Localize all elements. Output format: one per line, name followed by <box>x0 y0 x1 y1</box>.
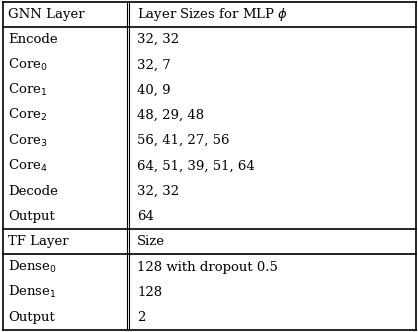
Text: 48, 29, 48: 48, 29, 48 <box>137 109 204 122</box>
Text: TF Layer: TF Layer <box>8 235 69 248</box>
Text: 32, 32: 32, 32 <box>137 33 179 46</box>
Text: 128 with dropout 0.5: 128 with dropout 0.5 <box>137 261 278 274</box>
Text: Core$_3$: Core$_3$ <box>8 133 48 149</box>
Text: 56, 41, 27, 56: 56, 41, 27, 56 <box>137 134 229 147</box>
Text: 128: 128 <box>137 286 162 299</box>
Text: Core$_4$: Core$_4$ <box>8 158 48 174</box>
Text: 32, 32: 32, 32 <box>137 185 179 198</box>
Text: 64, 51, 39, 51, 64: 64, 51, 39, 51, 64 <box>137 159 255 173</box>
Text: 40, 9: 40, 9 <box>137 84 171 97</box>
Text: Output: Output <box>8 311 55 324</box>
Text: Core$_0$: Core$_0$ <box>8 57 48 73</box>
Text: GNN Layer: GNN Layer <box>8 8 85 21</box>
Text: Decode: Decode <box>8 185 58 198</box>
Text: Core$_2$: Core$_2$ <box>8 107 48 124</box>
Text: Size: Size <box>137 235 165 248</box>
Text: Encode: Encode <box>8 33 58 46</box>
Text: Core$_1$: Core$_1$ <box>8 82 48 98</box>
Text: Layer Sizes for MLP $\phi$: Layer Sizes for MLP $\phi$ <box>137 6 288 23</box>
Text: 32, 7: 32, 7 <box>137 58 171 71</box>
Text: Output: Output <box>8 210 55 223</box>
Text: Dense$_1$: Dense$_1$ <box>8 285 57 300</box>
Text: Dense$_0$: Dense$_0$ <box>8 259 57 275</box>
Text: 2: 2 <box>137 311 145 324</box>
Text: 64: 64 <box>137 210 154 223</box>
